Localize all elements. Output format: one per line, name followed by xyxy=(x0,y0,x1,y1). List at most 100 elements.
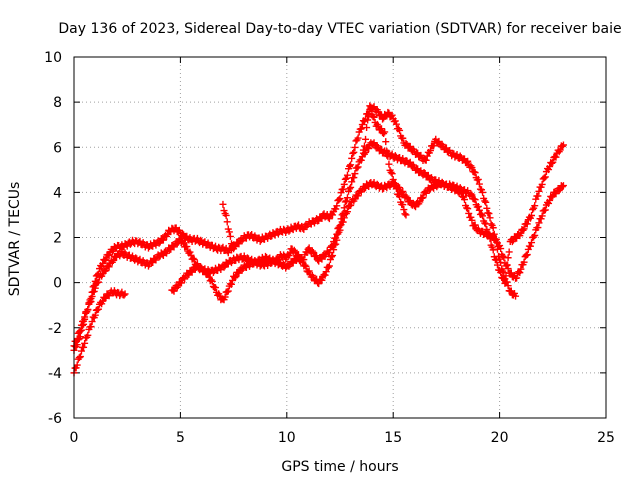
data-point xyxy=(315,280,323,288)
data-point xyxy=(516,269,524,277)
data-point xyxy=(342,197,350,205)
data-point xyxy=(223,288,231,296)
data-point xyxy=(457,189,465,197)
data-point xyxy=(248,230,256,238)
data-point xyxy=(76,353,84,361)
data-point xyxy=(468,164,476,172)
data-point xyxy=(179,237,187,245)
data-point xyxy=(81,339,89,347)
data-point xyxy=(357,125,365,133)
data-point xyxy=(308,247,316,255)
data-point xyxy=(339,185,347,193)
data-point xyxy=(223,218,231,226)
data-point xyxy=(204,270,212,278)
data-point xyxy=(471,196,479,204)
data-point xyxy=(538,180,546,188)
data-point xyxy=(302,262,310,270)
data-point xyxy=(219,200,227,208)
x-tick-label: 25 xyxy=(597,430,615,446)
data-point xyxy=(389,176,397,184)
data-point xyxy=(332,205,340,213)
data-point xyxy=(94,278,102,286)
data-point xyxy=(464,157,472,165)
data-point xyxy=(492,256,500,264)
y-tick-label: -6 xyxy=(48,411,62,427)
data-point xyxy=(113,253,121,261)
data-point xyxy=(360,184,368,192)
data-point xyxy=(286,249,294,257)
data-point xyxy=(84,306,92,314)
data-point xyxy=(333,202,341,210)
data-point xyxy=(339,218,347,226)
data-point xyxy=(426,147,434,155)
data-point xyxy=(489,246,497,254)
data-point xyxy=(331,241,339,249)
data-point xyxy=(471,169,479,177)
data-point xyxy=(155,239,163,247)
data-point xyxy=(329,211,337,219)
data-point xyxy=(101,294,109,302)
data-point xyxy=(73,361,81,369)
data-point xyxy=(90,287,98,295)
data-point xyxy=(229,242,237,250)
data-point xyxy=(420,169,428,177)
data-point xyxy=(340,214,348,222)
data-point xyxy=(545,166,553,174)
grid xyxy=(74,57,606,418)
data-point xyxy=(325,248,333,256)
data-point xyxy=(226,232,234,240)
data-point xyxy=(170,243,178,251)
data-point xyxy=(101,256,109,264)
y-tick-label: -2 xyxy=(48,321,62,337)
data-point xyxy=(88,292,96,300)
data-point xyxy=(382,138,390,146)
data-point xyxy=(465,209,473,217)
data-point xyxy=(179,230,187,238)
data-point xyxy=(541,206,549,214)
data-point xyxy=(540,174,548,182)
data-point xyxy=(528,239,536,247)
data-point xyxy=(354,192,362,200)
data-point xyxy=(354,134,362,142)
data-point xyxy=(212,284,220,292)
data-point xyxy=(549,158,557,166)
data-point xyxy=(346,162,354,170)
data-point xyxy=(453,151,461,159)
data-point xyxy=(75,354,83,362)
data-point xyxy=(474,175,482,183)
data-point xyxy=(324,264,332,272)
data-point xyxy=(399,201,407,209)
data-point xyxy=(322,268,330,276)
data-point xyxy=(370,113,378,121)
data-point xyxy=(400,206,408,214)
data-point xyxy=(555,187,563,194)
data-point xyxy=(520,258,528,266)
data-point xyxy=(392,184,400,192)
data-point xyxy=(232,273,240,281)
data-point xyxy=(512,292,520,300)
data-point xyxy=(548,193,556,201)
data-point xyxy=(227,280,235,288)
data-point xyxy=(548,159,556,167)
data-point xyxy=(346,185,354,193)
data-point xyxy=(385,160,393,168)
data-point xyxy=(347,161,355,169)
data-point xyxy=(517,265,525,273)
data-point xyxy=(201,266,209,274)
data-point xyxy=(335,196,343,204)
data-point xyxy=(301,261,309,269)
data-point xyxy=(221,293,229,301)
data-point xyxy=(325,215,333,223)
data-point xyxy=(336,195,344,203)
data-point xyxy=(340,204,348,212)
data-point xyxy=(541,173,549,181)
data-point xyxy=(330,246,338,254)
data-point xyxy=(467,190,475,198)
data-point xyxy=(87,323,95,331)
x-tick-label: 5 xyxy=(176,430,185,446)
chart-title: Day 136 of 2023, Sidereal Day-to-day VTE… xyxy=(58,21,621,37)
data-point xyxy=(350,148,358,156)
data-point xyxy=(173,240,181,248)
data-point xyxy=(399,187,407,195)
data-point xyxy=(349,149,357,157)
